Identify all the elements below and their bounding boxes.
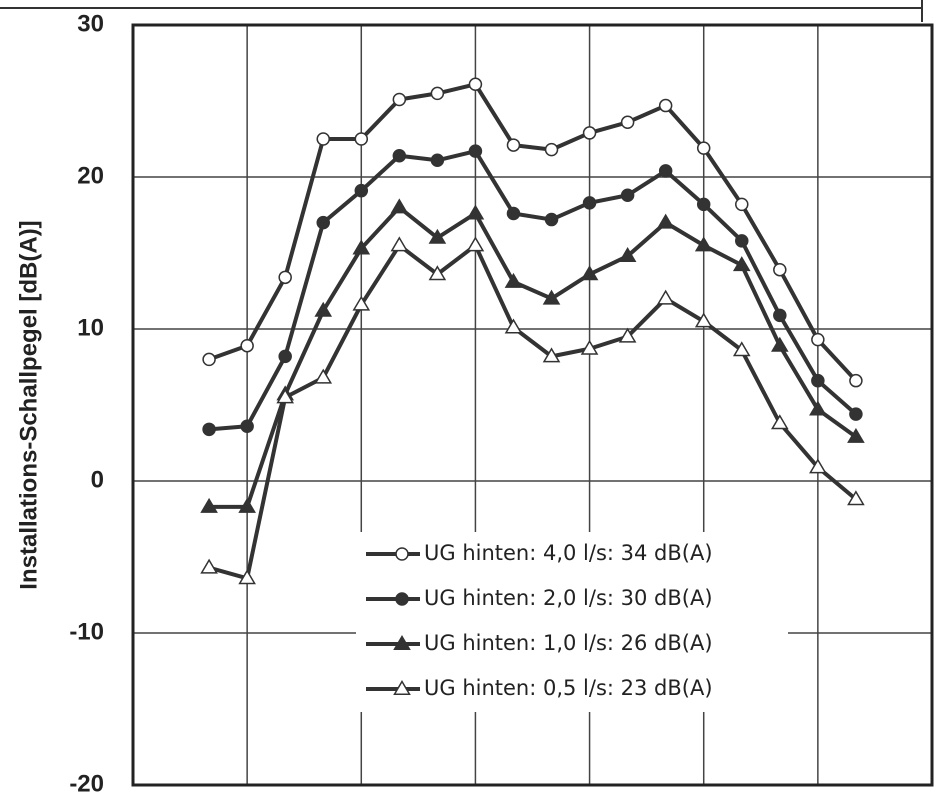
data-point bbox=[658, 98, 673, 113]
y-tick-label: 0 bbox=[91, 466, 104, 493]
data-point bbox=[696, 141, 711, 155]
data-point bbox=[544, 212, 559, 227]
data-point bbox=[278, 270, 292, 285]
data-point bbox=[428, 265, 447, 281]
data-point bbox=[580, 265, 599, 281]
data-point bbox=[732, 341, 751, 357]
series-line bbox=[209, 205, 858, 509]
data-point bbox=[466, 236, 485, 252]
data-point bbox=[620, 115, 635, 130]
data-point bbox=[354, 132, 369, 146]
y-tick-label: -10 bbox=[69, 618, 104, 645]
data-point bbox=[506, 138, 521, 152]
y-tick-label: 20 bbox=[77, 162, 104, 189]
data-point bbox=[849, 407, 863, 421]
data-point bbox=[468, 144, 483, 158]
data-point bbox=[656, 213, 675, 229]
data-point bbox=[618, 247, 637, 263]
data-point bbox=[735, 234, 749, 248]
data-point bbox=[202, 352, 216, 367]
legend-marker bbox=[393, 680, 411, 695]
data-point bbox=[504, 272, 523, 288]
data-point bbox=[240, 419, 254, 434]
data-point bbox=[773, 308, 787, 323]
data-point bbox=[847, 427, 865, 443]
legend-box bbox=[356, 532, 788, 712]
data-point bbox=[390, 236, 409, 252]
data-point bbox=[392, 148, 407, 163]
data-point bbox=[580, 339, 599, 355]
data-point bbox=[392, 92, 407, 107]
legend-label: UG hinten: 1,0 l/s: 26 dB(A) bbox=[424, 631, 713, 655]
legend-marker bbox=[395, 592, 409, 606]
data-point bbox=[278, 349, 292, 364]
data-point bbox=[694, 236, 713, 252]
data-point bbox=[618, 327, 637, 343]
data-point bbox=[430, 153, 445, 168]
data-point bbox=[466, 204, 485, 220]
data-point bbox=[390, 198, 409, 214]
data-point bbox=[200, 558, 218, 574]
y-tick-label: -20 bbox=[69, 770, 104, 797]
legend-label: UG hinten: 4,0 l/s: 34 dB(A) bbox=[424, 541, 713, 565]
data-point bbox=[238, 569, 256, 585]
series-line bbox=[208, 82, 858, 383]
data-point bbox=[314, 301, 333, 317]
data-point bbox=[430, 86, 445, 101]
data-point bbox=[809, 400, 827, 416]
data-point bbox=[504, 318, 523, 334]
data-point bbox=[202, 422, 216, 437]
plot-border bbox=[131, 23, 934, 787]
data-point bbox=[238, 497, 256, 513]
data-point bbox=[732, 256, 751, 272]
data-point bbox=[811, 332, 825, 347]
data-point bbox=[354, 183, 369, 198]
data-point bbox=[352, 295, 371, 311]
data-point bbox=[847, 490, 865, 506]
data-point bbox=[694, 312, 713, 328]
data-point bbox=[506, 206, 521, 221]
y-tick-label: 10 bbox=[77, 314, 104, 341]
data-point bbox=[316, 215, 330, 230]
legend-label: UG hinten: 2,0 l/s: 30 dB(A) bbox=[424, 586, 713, 610]
legend-label: UG hinten: 0,5 l/s: 23 dB(A) bbox=[424, 676, 713, 700]
data-point bbox=[770, 336, 789, 352]
data-point bbox=[468, 77, 483, 92]
data-point bbox=[811, 373, 825, 388]
data-point bbox=[770, 414, 789, 430]
data-point bbox=[542, 347, 561, 363]
data-point bbox=[314, 368, 333, 384]
data-point bbox=[544, 142, 559, 157]
data-point bbox=[620, 188, 635, 202]
data-point bbox=[656, 289, 675, 305]
data-point bbox=[773, 262, 787, 277]
data-point bbox=[276, 388, 295, 404]
data-point bbox=[316, 132, 330, 146]
legend-marker bbox=[393, 635, 411, 650]
data-point bbox=[428, 228, 447, 244]
data-point bbox=[849, 373, 863, 388]
legend-marker bbox=[395, 547, 409, 561]
data-point bbox=[696, 197, 711, 212]
data-point bbox=[735, 197, 749, 212]
y-axis-label: Installations-Schallpegel [dB(A)] bbox=[15, 220, 42, 589]
data-point bbox=[582, 196, 597, 210]
data-point bbox=[582, 126, 597, 140]
data-point bbox=[809, 458, 827, 474]
data-point bbox=[200, 497, 218, 513]
data-point bbox=[542, 289, 561, 305]
data-point bbox=[352, 239, 371, 255]
series-line bbox=[208, 149, 858, 432]
data-point bbox=[658, 164, 673, 178]
y-tick-label: 30 bbox=[77, 10, 104, 37]
data-point bbox=[240, 338, 254, 353]
series-line bbox=[208, 243, 858, 581]
